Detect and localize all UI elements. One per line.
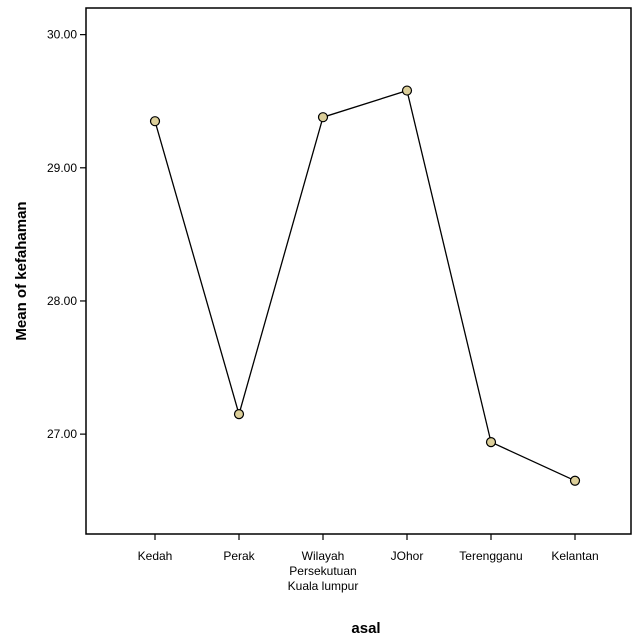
data-point: [233, 409, 245, 420]
x-axis-title: asal: [351, 620, 380, 637]
x-tick-label: JOhor: [391, 549, 424, 563]
x-tick-label: Terengganu: [459, 549, 522, 563]
data-points: [149, 85, 581, 486]
data-point: [485, 437, 497, 448]
y-axis: 27.00 28.00 29.00 30.00: [47, 28, 86, 441]
x-tick-label: Kedah: [138, 549, 173, 563]
x-tick-label-line: JOhor: [391, 549, 424, 563]
x-tick-label-line: Kuala lumpur: [288, 579, 359, 593]
x-tick-label-line: Perak: [223, 549, 255, 563]
y-tick-label: 30.00: [47, 28, 77, 42]
data-point: [149, 116, 161, 127]
plot-frame: [85, 7, 632, 535]
x-tick-label: Kelantan: [551, 549, 598, 563]
x-tick-label: Wilayah Persekutuan Kuala lumpur: [288, 549, 359, 593]
x-tick-label-line: Kedah: [138, 549, 173, 563]
y-tick-label: 28.00: [47, 294, 77, 308]
x-axis: Kedah Perak Wilayah Persekutuan Kuala lumpur…: [138, 534, 599, 593]
y-tick-label: 27.00: [47, 427, 77, 441]
x-tick-label-line: Kelantan: [551, 549, 598, 563]
y-tick-label: 29.00: [47, 161, 77, 175]
data-point: [569, 475, 581, 486]
data-point: [401, 85, 413, 96]
x-tick-label-line: Wilayah: [302, 549, 345, 563]
x-tick-label: Perak: [223, 549, 255, 563]
data-point: [317, 112, 329, 123]
x-tick-label-line: Persekutuan: [289, 564, 356, 578]
series-line: [154, 89, 576, 482]
x-tick-label-line: Terengganu: [459, 549, 522, 563]
y-axis-title: Mean of kefahaman: [13, 201, 30, 340]
